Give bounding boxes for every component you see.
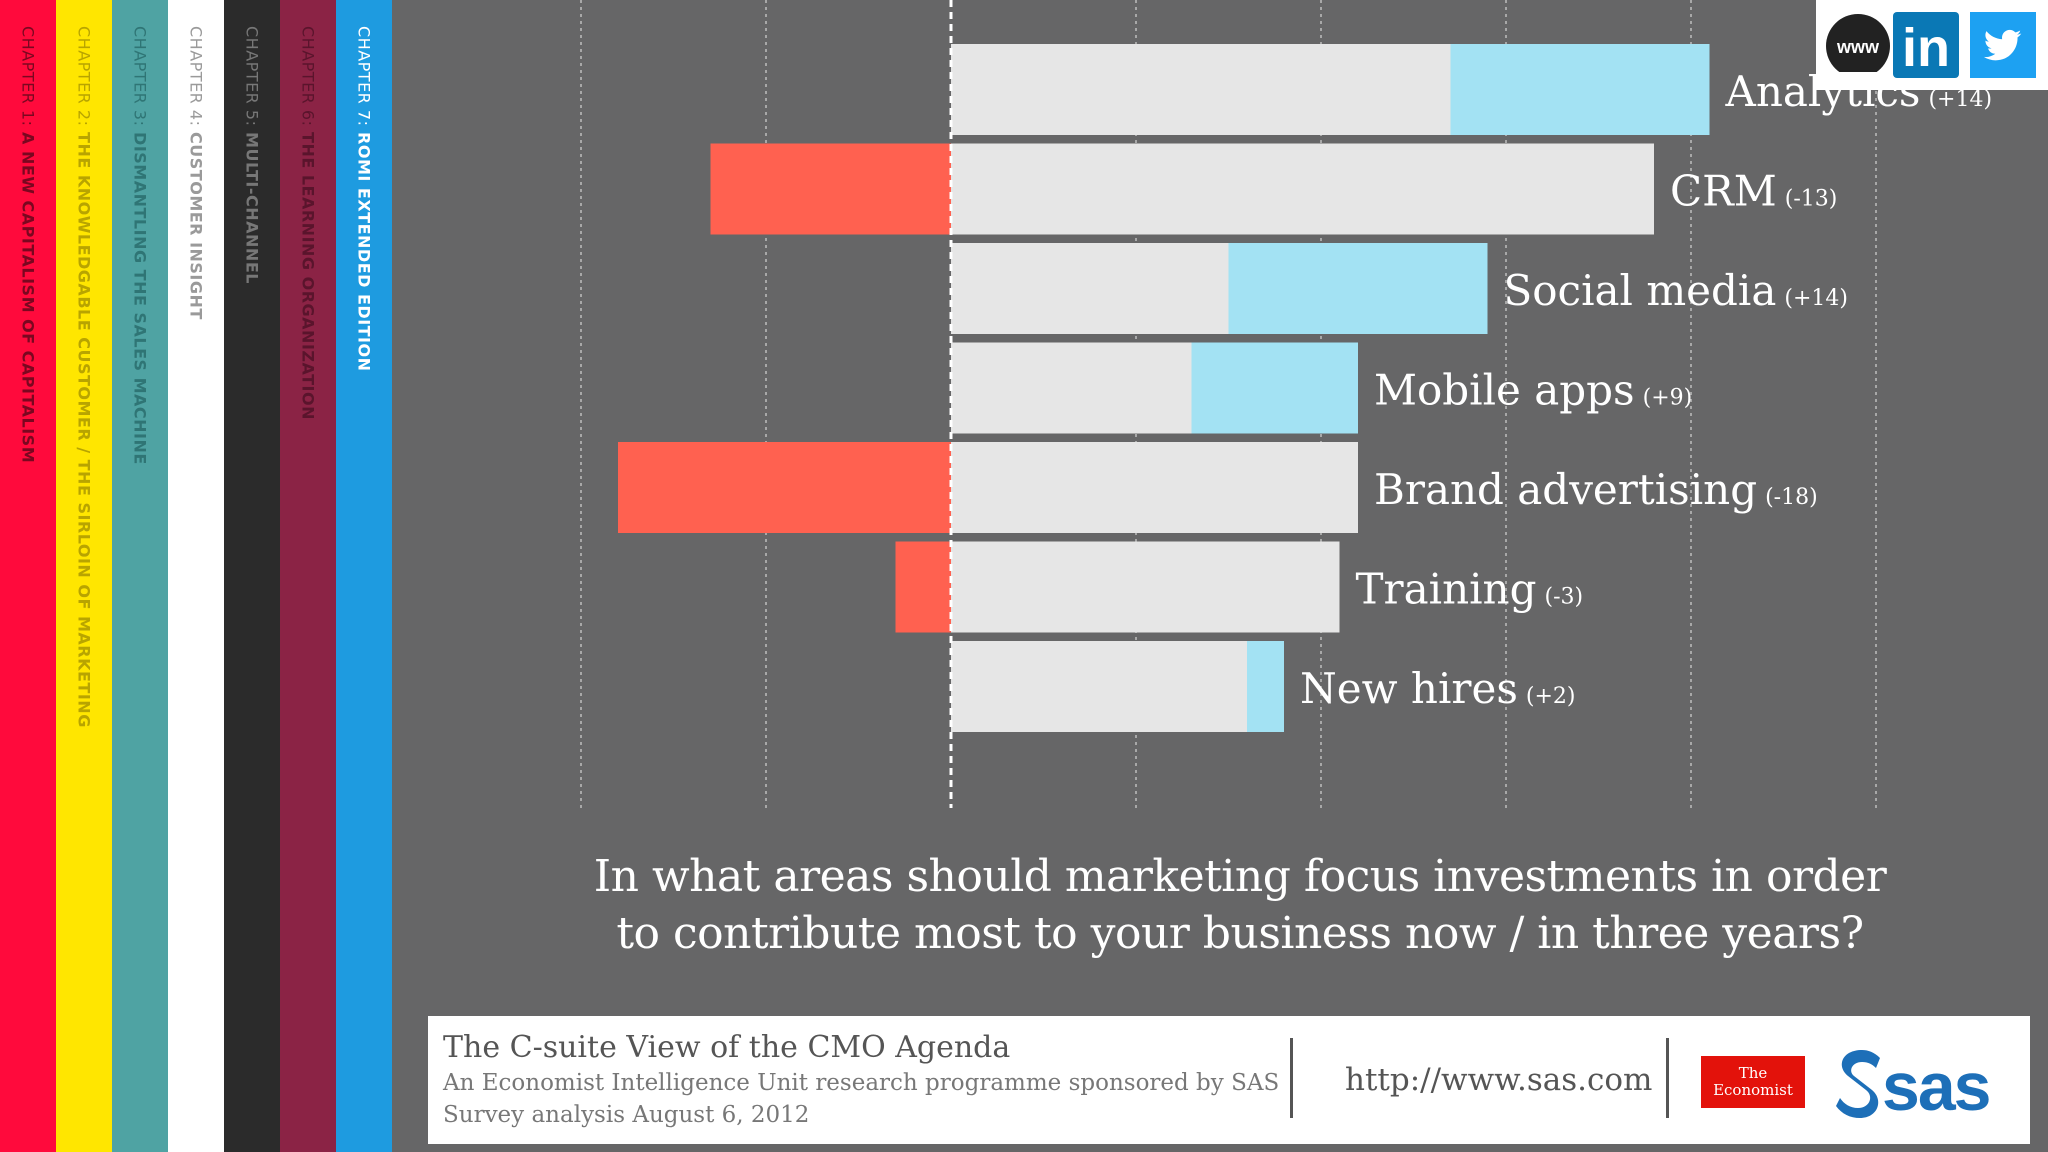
bar-now bbox=[951, 342, 1192, 434]
chapter-number: CHAPTER 3: bbox=[130, 26, 150, 127]
bar-label: Social media (+14) bbox=[1504, 266, 1848, 315]
sas-logo: sas bbox=[1836, 1049, 1992, 1124]
chapter-tab-7[interactable]: CHAPTER 7: ROMI EXTENDED EDITION bbox=[336, 0, 392, 1152]
question-line-2: to contribute most to your business now … bbox=[616, 908, 1864, 959]
twitter-icon[interactable] bbox=[1970, 12, 2036, 78]
chapter-tab-1[interactable]: CHAPTER 1: A NEW CAPITALISM OF CAPITALIS… bbox=[0, 0, 56, 1152]
chapter-label: CHAPTER 6: THE LEARNING ORGANIZATION bbox=[299, 26, 318, 420]
investment-bar-chart: Analytics (+14)CRM (-13)Social media (+14)M… bbox=[580, 0, 1992, 808]
chapter-number: CHAPTER 6: bbox=[298, 26, 318, 127]
chapter-title: DISMANTLING THE SALES MACHINE bbox=[130, 132, 150, 465]
website-icon[interactable]: www bbox=[1822, 0, 1894, 78]
website-icon-label: www bbox=[1836, 37, 1880, 57]
bar-increase bbox=[1228, 243, 1488, 334]
linkedin-icon-label: in bbox=[1902, 18, 1950, 78]
bar-label: Brand advertising (-18) bbox=[1374, 465, 1818, 514]
footer-divider bbox=[1290, 1038, 1293, 1118]
chapter-label: CHAPTER 4: CUSTOMER INSIGHT bbox=[187, 26, 206, 320]
change-label: (+2) bbox=[1526, 684, 1576, 709]
sas-website-link[interactable]: http://www.sas.com bbox=[1345, 1062, 1653, 1098]
chapter-tab-6[interactable]: CHAPTER 6: THE LEARNING ORGANIZATION bbox=[280, 0, 336, 1152]
chapter-title: THE KNOWLEDGABLE CUSTOMER / THE SIRLOIN … bbox=[74, 132, 94, 728]
chapter-title: ROMI EXTENDED EDITION bbox=[354, 132, 374, 372]
bar-now bbox=[951, 541, 1340, 633]
change-label: (-18) bbox=[1765, 485, 1818, 510]
change-label: (+9) bbox=[1643, 386, 1693, 411]
chapter-label: CHAPTER 7: ROMI EXTENDED EDITION bbox=[355, 26, 374, 372]
category-label: Social media bbox=[1504, 266, 1777, 315]
chapter-tab-3[interactable]: CHAPTER 3: DISMANTLING THE SALES MACHINE bbox=[112, 0, 168, 1152]
chapter-number: CHAPTER 4: bbox=[186, 26, 206, 127]
bar-label: Mobile apps (+9) bbox=[1374, 366, 1692, 415]
bar-increase bbox=[1247, 641, 1284, 732]
category-label: Mobile apps bbox=[1374, 366, 1635, 415]
report-title: The C-suite View of the CMO Agenda bbox=[443, 1030, 1011, 1065]
report-subtitle: An Economist Intelligence Unit research … bbox=[443, 1070, 1280, 1096]
footer-divider bbox=[1666, 1038, 1669, 1118]
economist-logo-line2: Economist bbox=[1713, 1081, 1793, 1099]
bar-increase bbox=[1450, 44, 1710, 135]
sas-swoosh-icon bbox=[1836, 1050, 1880, 1118]
footer-banner: The C-suite View of the CMO Agenda An Ec… bbox=[428, 1016, 2030, 1144]
bar-now bbox=[951, 442, 1358, 533]
chapter-label: CHAPTER 1: A NEW CAPITALISM OF CAPITALIS… bbox=[19, 26, 38, 463]
bar-increase bbox=[1191, 342, 1358, 434]
sas-wordmark: sas bbox=[1882, 1049, 1990, 1124]
category-label: CRM bbox=[1670, 167, 1777, 216]
twitter-bird-icon bbox=[1983, 29, 2022, 61]
bar-decrease bbox=[895, 541, 951, 633]
change-label: (-3) bbox=[1544, 585, 1583, 610]
economist-logo: The Economist bbox=[1701, 1056, 1805, 1108]
category-label: Brand advertising bbox=[1374, 465, 1757, 514]
chapter-number: CHAPTER 5: bbox=[242, 26, 262, 127]
chapter-number: CHAPTER 2: bbox=[74, 26, 94, 127]
economist-logo-line1: The bbox=[1738, 1064, 1768, 1082]
chapter-number: CHAPTER 7: bbox=[354, 26, 374, 127]
bar-now bbox=[951, 44, 1451, 135]
bar-decrease bbox=[710, 143, 951, 235]
chapter-tab-2[interactable]: CHAPTER 2: THE KNOWLEDGABLE CUSTOMER / T… bbox=[56, 0, 112, 1152]
bar-label: New hires (+2) bbox=[1300, 664, 1575, 713]
change-label: (-13) bbox=[1785, 187, 1838, 212]
chapter-number: CHAPTER 1: bbox=[18, 26, 38, 127]
chapter-label: CHAPTER 5: MULTI-CHANNEL bbox=[243, 26, 262, 284]
bar-label: CRM (-13) bbox=[1670, 167, 1837, 216]
chart-question: In what areas should marketing focus inv… bbox=[560, 848, 1920, 962]
chapter-title: A NEW CAPITALISM OF CAPITALISM bbox=[18, 132, 38, 464]
chapter-title: THE LEARNING ORGANIZATION bbox=[298, 132, 318, 420]
chapter-label: CHAPTER 3: DISMANTLING THE SALES MACHINE bbox=[131, 26, 150, 465]
bar-now bbox=[951, 143, 1654, 235]
bar-label: Training (-3) bbox=[1356, 565, 1584, 614]
change-label: (+14) bbox=[1928, 87, 1992, 112]
report-date: Survey analysis August 6, 2012 bbox=[443, 1102, 810, 1128]
chapter-label: CHAPTER 2: THE KNOWLEDGABLE CUSTOMER / T… bbox=[75, 26, 94, 728]
category-label: Training bbox=[1356, 565, 1537, 614]
bar-now bbox=[951, 243, 1229, 334]
chapter-title: CUSTOMER INSIGHT bbox=[186, 132, 206, 320]
chapter-title: MULTI-CHANNEL bbox=[242, 132, 262, 284]
change-label: (+14) bbox=[1784, 286, 1848, 311]
chapter-tab-4[interactable]: CHAPTER 4: CUSTOMER INSIGHT bbox=[168, 0, 224, 1152]
category-label: New hires bbox=[1300, 664, 1518, 713]
question-line-1: In what areas should marketing focus inv… bbox=[593, 851, 1887, 902]
bar-decrease bbox=[618, 442, 951, 533]
linkedin-icon[interactable]: in bbox=[1893, 12, 1959, 78]
bar-now bbox=[951, 641, 1247, 732]
chapter-tab-5[interactable]: CHAPTER 5: MULTI-CHANNEL bbox=[224, 0, 280, 1152]
